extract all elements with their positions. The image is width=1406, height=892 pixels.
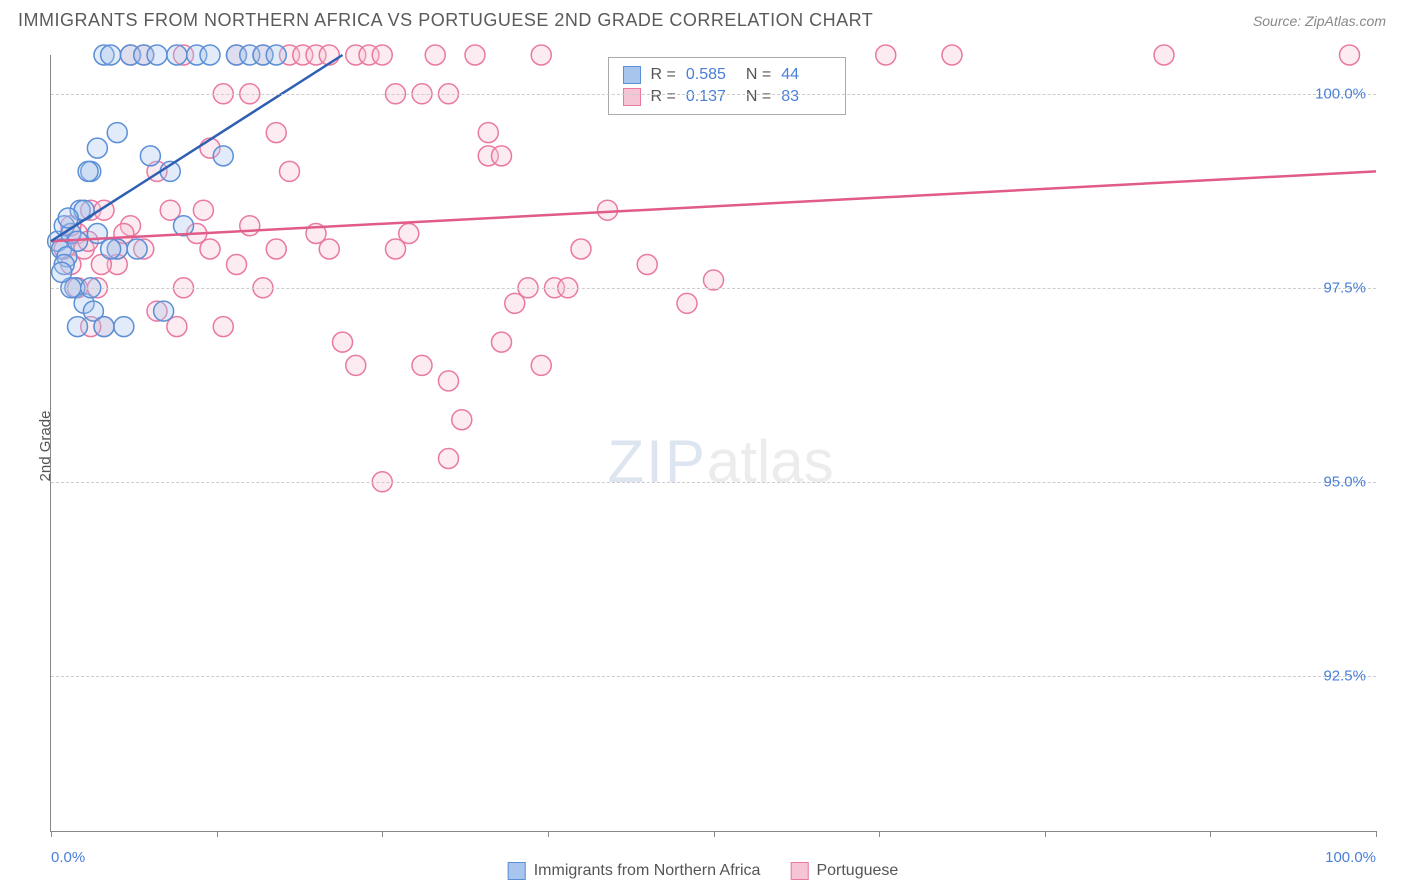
data-point xyxy=(147,45,167,65)
r-value-series2: 0.137 xyxy=(686,88,736,106)
data-point xyxy=(492,332,512,352)
chart-title: IMMIGRANTS FROM NORTHERN AFRICA VS PORTU… xyxy=(18,10,873,31)
data-point xyxy=(478,123,498,143)
scatter-plot-svg xyxy=(51,55,1376,831)
data-point xyxy=(68,317,88,337)
data-point xyxy=(213,146,233,166)
data-point xyxy=(240,216,260,236)
data-point xyxy=(531,355,551,375)
r-value-series1: 0.585 xyxy=(686,66,736,84)
data-point xyxy=(193,200,213,220)
stats-row-series1: R = 0.585 N = 44 xyxy=(623,64,832,86)
data-point xyxy=(101,45,121,65)
legend-item-series1: Immigrants from Northern Africa xyxy=(508,862,761,880)
y-tick-label: 97.5% xyxy=(1323,279,1366,296)
data-point xyxy=(598,200,618,220)
data-point xyxy=(78,161,98,181)
data-point xyxy=(492,146,512,166)
data-point xyxy=(876,45,896,65)
data-point xyxy=(452,410,472,430)
r-label: R = xyxy=(651,88,676,106)
data-point xyxy=(333,332,353,352)
stats-swatch-series1 xyxy=(623,66,641,84)
data-point xyxy=(677,293,697,313)
data-point xyxy=(266,45,286,65)
chart-header: IMMIGRANTS FROM NORTHERN AFRICA VS PORTU… xyxy=(0,0,1406,41)
legend-swatch-series2 xyxy=(790,862,808,880)
stats-swatch-series2 xyxy=(623,88,641,106)
data-point xyxy=(439,371,459,391)
data-point xyxy=(637,255,657,275)
data-point xyxy=(386,239,406,259)
data-point xyxy=(346,355,366,375)
data-point xyxy=(412,355,432,375)
data-point xyxy=(107,123,127,143)
data-point xyxy=(213,317,233,337)
x-axis-max-label: 100.0% xyxy=(1325,849,1376,866)
data-point xyxy=(140,146,160,166)
data-point xyxy=(439,449,459,469)
data-point xyxy=(127,239,147,259)
y-tick-label: 92.5% xyxy=(1323,667,1366,684)
data-point xyxy=(154,301,174,321)
legend-label-series1: Immigrants from Northern Africa xyxy=(534,862,761,880)
data-point xyxy=(1154,45,1174,65)
data-point xyxy=(942,45,962,65)
y-tick-label: 100.0% xyxy=(1315,85,1366,102)
trend-line xyxy=(51,171,1376,241)
data-point xyxy=(227,255,247,275)
x-axis-min-label: 0.0% xyxy=(51,849,85,866)
stats-legend-box: R = 0.585 N = 44 R = 0.137 N = 83 xyxy=(608,57,847,115)
data-point xyxy=(465,45,485,65)
data-point xyxy=(101,239,121,259)
data-point xyxy=(425,45,445,65)
data-point xyxy=(200,45,220,65)
r-label: R = xyxy=(651,66,676,84)
n-label: N = xyxy=(746,66,771,84)
chart-container: ZIPatlas R = 0.585 N = 44 R = 0.137 N = … xyxy=(50,55,1376,832)
data-point xyxy=(1340,45,1360,65)
data-point xyxy=(52,262,72,282)
data-point xyxy=(571,239,591,259)
y-tick-label: 95.0% xyxy=(1323,473,1366,490)
legend-item-series2: Portuguese xyxy=(790,862,898,880)
n-label: N = xyxy=(746,88,771,106)
data-point xyxy=(531,45,551,65)
bottom-legend: Immigrants from Northern Africa Portugue… xyxy=(508,862,899,880)
data-point xyxy=(280,161,300,181)
n-value-series1: 44 xyxy=(781,66,831,84)
data-point xyxy=(200,239,220,259)
data-point xyxy=(114,317,134,337)
n-value-series2: 83 xyxy=(781,88,831,106)
data-point xyxy=(87,138,107,158)
data-point xyxy=(372,45,392,65)
data-point xyxy=(167,45,187,65)
legend-swatch-series1 xyxy=(508,862,526,880)
data-point xyxy=(94,317,114,337)
legend-label-series2: Portuguese xyxy=(816,862,898,880)
source-attribution: Source: ZipAtlas.com xyxy=(1253,13,1386,29)
data-point xyxy=(266,123,286,143)
plot-area: ZIPatlas R = 0.585 N = 44 R = 0.137 N = … xyxy=(50,55,1376,832)
stats-row-series2: R = 0.137 N = 83 xyxy=(623,86,832,108)
data-point xyxy=(266,239,286,259)
